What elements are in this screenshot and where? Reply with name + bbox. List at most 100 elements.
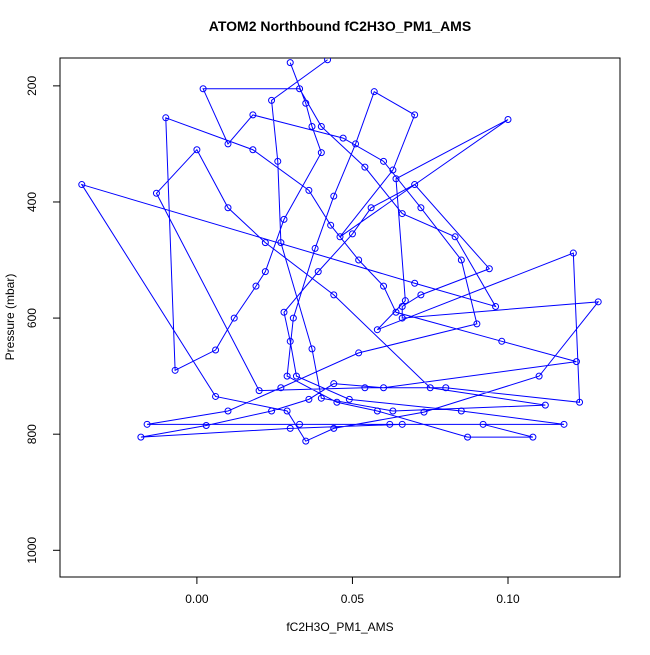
data-point — [442, 384, 450, 392]
data-point — [327, 221, 335, 229]
data-point — [224, 140, 232, 148]
data-point — [230, 314, 238, 322]
data-point — [330, 192, 338, 200]
y-tick-label: 600 — [25, 308, 39, 328]
data-point — [380, 157, 388, 165]
data-point — [224, 204, 232, 212]
data-point — [370, 88, 378, 96]
x-tick-label: 0.10 — [496, 592, 520, 606]
data-point — [485, 265, 493, 273]
data-point — [252, 282, 260, 290]
chart-title: ATOM2 Northbound fC2H3O_PM1_AMS — [209, 18, 471, 34]
data-point — [417, 291, 425, 299]
data-point — [367, 204, 375, 212]
data-point — [535, 372, 543, 380]
data-point — [398, 210, 406, 218]
data-point — [305, 395, 313, 403]
data-point — [143, 420, 151, 428]
data-point — [336, 233, 344, 241]
data-point — [529, 433, 537, 441]
data-point — [317, 123, 325, 131]
x-axis-label: fC2H3O_PM1_AMS — [286, 620, 393, 634]
data-point — [569, 249, 577, 257]
data-point — [572, 358, 580, 366]
data-point — [451, 233, 459, 241]
data-point — [560, 420, 568, 428]
data-point — [498, 337, 506, 345]
data-point — [398, 420, 406, 428]
data-point — [411, 279, 419, 287]
data-point — [302, 437, 310, 445]
data-point — [286, 424, 294, 432]
data-point — [398, 314, 406, 322]
data-point — [277, 239, 285, 247]
data-point — [420, 408, 428, 416]
data-point — [302, 99, 310, 107]
data-point — [280, 215, 288, 223]
data-point — [361, 384, 369, 392]
data-point — [296, 420, 304, 428]
data-point — [314, 268, 322, 276]
data-point — [355, 349, 363, 357]
data-point — [292, 372, 300, 380]
data-point — [193, 146, 201, 154]
data-point — [504, 116, 512, 124]
data-point — [373, 407, 381, 415]
data-point — [380, 384, 388, 392]
data-point — [352, 140, 360, 148]
data-point — [78, 181, 86, 189]
data-point — [426, 384, 434, 392]
data-point — [162, 114, 170, 122]
data-point — [411, 181, 419, 189]
data-point — [289, 314, 297, 322]
data-point — [361, 163, 369, 171]
data-point — [576, 398, 584, 406]
data-point — [330, 380, 338, 388]
data-point — [324, 58, 332, 64]
y-tick-label: 1000 — [25, 537, 39, 564]
data-point — [249, 146, 257, 154]
data-point — [280, 308, 288, 316]
plot-frame — [59, 57, 621, 578]
y-tick-label: 400 — [25, 192, 39, 212]
data-point — [380, 282, 388, 290]
data-point — [392, 175, 400, 183]
data-point — [417, 204, 425, 212]
y-axis-label: Pressure (mbar) — [3, 274, 17, 361]
data-point — [411, 111, 419, 119]
data-point — [224, 407, 232, 415]
data-point — [261, 239, 269, 247]
data-point — [152, 189, 160, 197]
data-point — [457, 407, 465, 415]
data-point — [286, 59, 294, 67]
data-point — [311, 244, 319, 252]
data-point — [541, 401, 549, 409]
data-point — [373, 326, 381, 334]
data-point — [345, 395, 353, 403]
data-point — [255, 387, 263, 395]
data-point — [249, 111, 257, 119]
data-point — [212, 346, 220, 354]
data-point — [317, 394, 325, 402]
data-point — [212, 392, 220, 400]
data-point — [457, 256, 465, 264]
plot-area — [78, 58, 602, 445]
data-point — [389, 407, 397, 415]
data-point — [330, 291, 338, 299]
y-tick-label: 800 — [25, 424, 39, 444]
data-point — [398, 302, 406, 310]
data-point — [330, 424, 338, 432]
data-point — [274, 157, 282, 165]
data-point — [308, 345, 316, 353]
data-point — [277, 384, 285, 392]
data-point — [137, 433, 145, 441]
data-point — [317, 149, 325, 157]
data-point — [386, 420, 394, 428]
data-point — [333, 398, 341, 406]
data-point — [283, 407, 291, 415]
data-point — [296, 85, 304, 93]
data-point — [261, 268, 269, 276]
data-point — [202, 421, 210, 429]
data-point — [594, 298, 602, 306]
